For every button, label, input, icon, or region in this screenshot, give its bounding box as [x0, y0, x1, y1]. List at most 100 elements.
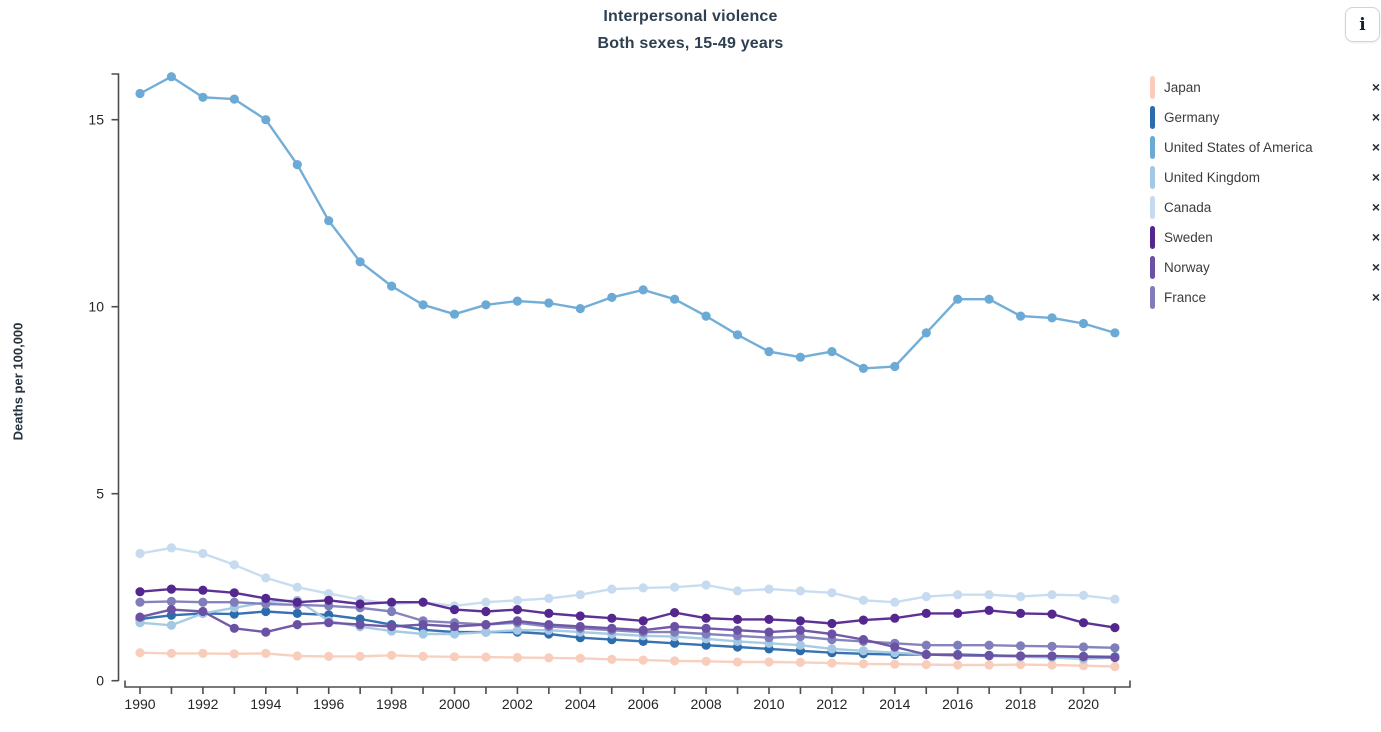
data-point[interactable]	[670, 656, 680, 666]
data-point[interactable]	[387, 621, 397, 632]
data-point[interactable]	[827, 658, 837, 668]
data-point[interactable]	[292, 597, 302, 607]
data-point[interactable]	[575, 304, 585, 314]
data-point[interactable]	[418, 620, 428, 630]
remove-series-icon[interactable]: ×	[1371, 109, 1380, 125]
data-point[interactable]	[229, 588, 239, 598]
data-point[interactable]	[858, 635, 869, 645]
data-point[interactable]	[292, 160, 302, 170]
data-point[interactable]	[387, 606, 397, 617]
data-point[interactable]	[827, 629, 837, 639]
series-united-states-of-america[interactable]	[135, 72, 1120, 373]
data-point[interactable]	[890, 613, 900, 623]
data-point[interactable]	[1110, 623, 1120, 633]
data-point[interactable]	[858, 595, 869, 605]
data-point[interactable]	[795, 625, 806, 635]
data-point[interactable]	[701, 580, 711, 590]
data-point[interactable]	[921, 640, 931, 650]
data-point[interactable]	[607, 623, 617, 633]
data-point[interactable]	[638, 655, 648, 665]
data-point[interactable]	[701, 623, 711, 633]
data-point[interactable]	[166, 605, 176, 615]
data-point[interactable]	[292, 620, 302, 630]
data-point[interactable]	[261, 627, 271, 637]
data-point[interactable]	[764, 347, 774, 357]
series-sweden[interactable]	[135, 584, 1120, 633]
data-point[interactable]	[1016, 311, 1026, 321]
data-point[interactable]	[229, 649, 239, 659]
data-point[interactable]	[984, 660, 994, 670]
data-point[interactable]	[481, 300, 491, 310]
data-point[interactable]	[670, 638, 680, 648]
data-point[interactable]	[512, 605, 523, 615]
data-point[interactable]	[575, 590, 585, 600]
data-point[interactable]	[638, 625, 648, 635]
data-point[interactable]	[984, 605, 994, 616]
data-point[interactable]	[1110, 652, 1120, 663]
data-point[interactable]	[953, 640, 963, 650]
data-point[interactable]	[449, 309, 460, 319]
data-point[interactable]	[670, 582, 680, 592]
data-point[interactable]	[292, 608, 302, 619]
data-point[interactable]	[764, 614, 774, 625]
data-point[interactable]	[166, 72, 176, 82]
data-point[interactable]	[198, 92, 208, 102]
data-point[interactable]	[1016, 641, 1026, 651]
data-point[interactable]	[355, 620, 365, 630]
data-point[interactable]	[1078, 618, 1089, 628]
data-point[interactable]	[1110, 594, 1120, 604]
data-point[interactable]	[324, 216, 334, 226]
data-point[interactable]	[984, 590, 994, 600]
data-point[interactable]	[921, 328, 931, 338]
data-point[interactable]	[638, 616, 648, 626]
data-point[interactable]	[953, 660, 963, 670]
data-point[interactable]	[1110, 328, 1120, 338]
data-point[interactable]	[135, 648, 145, 658]
data-point[interactable]	[449, 629, 460, 639]
data-point[interactable]	[512, 616, 523, 626]
data-point[interactable]	[701, 613, 711, 623]
remove-series-icon[interactable]: ×	[1371, 169, 1380, 185]
data-point[interactable]	[607, 613, 617, 623]
remove-series-icon[interactable]: ×	[1371, 289, 1380, 305]
data-point[interactable]	[166, 648, 176, 659]
data-point[interactable]	[921, 649, 931, 660]
data-point[interactable]	[387, 281, 397, 291]
data-point[interactable]	[198, 606, 208, 617]
data-point[interactable]	[1047, 313, 1057, 323]
data-point[interactable]	[1078, 652, 1089, 662]
data-point[interactable]	[670, 294, 680, 304]
data-point[interactable]	[135, 597, 145, 607]
data-point[interactable]	[953, 590, 963, 600]
data-point[interactable]	[1078, 642, 1089, 652]
data-point[interactable]	[166, 596, 176, 607]
remove-series-icon[interactable]: ×	[1371, 229, 1380, 245]
data-point[interactable]	[1078, 590, 1089, 601]
data-point[interactable]	[827, 588, 837, 598]
data-point[interactable]	[229, 597, 239, 607]
series-france[interactable]	[135, 596, 1120, 653]
series-norway[interactable]	[135, 605, 1120, 663]
data-point[interactable]	[638, 583, 648, 593]
data-point[interactable]	[638, 285, 648, 295]
data-point[interactable]	[324, 618, 334, 628]
data-point[interactable]	[764, 657, 774, 667]
data-point[interactable]	[355, 257, 365, 267]
data-point[interactable]	[449, 652, 460, 662]
data-point[interactable]	[324, 595, 334, 605]
data-point[interactable]	[1016, 608, 1026, 619]
data-point[interactable]	[512, 625, 523, 635]
data-point[interactable]	[449, 605, 460, 615]
data-point[interactable]	[1047, 641, 1057, 651]
data-point[interactable]	[795, 657, 806, 668]
data-point[interactable]	[261, 593, 271, 604]
data-point[interactable]	[229, 623, 239, 633]
remove-series-icon[interactable]: ×	[1371, 259, 1380, 275]
data-point[interactable]	[795, 352, 806, 362]
data-point[interactable]	[764, 627, 774, 637]
data-point[interactable]	[732, 586, 743, 596]
data-point[interactable]	[984, 651, 994, 661]
data-point[interactable]	[953, 650, 963, 660]
data-point[interactable]	[701, 311, 711, 321]
data-point[interactable]	[827, 618, 837, 629]
